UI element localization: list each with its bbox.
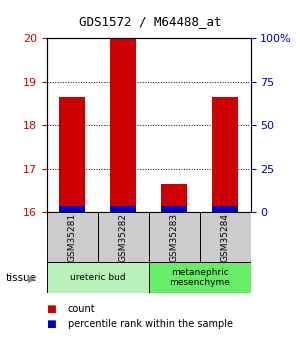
- Text: GSM35282: GSM35282: [118, 213, 127, 262]
- Text: percentile rank within the sample: percentile rank within the sample: [68, 319, 232, 329]
- Text: metanephric
mesenchyme: metanephric mesenchyme: [169, 268, 230, 287]
- Bar: [46, 212, 98, 262]
- Bar: [212, 97, 238, 212]
- Bar: [110, 38, 136, 212]
- Text: GDS1572 / M64488_at: GDS1572 / M64488_at: [79, 16, 221, 29]
- Bar: [110, 206, 136, 212]
- Text: count: count: [68, 304, 95, 314]
- Bar: [200, 212, 250, 262]
- Text: ■: ■: [46, 319, 56, 329]
- Text: ■: ■: [46, 304, 56, 314]
- Bar: [59, 206, 85, 212]
- Bar: [46, 262, 148, 293]
- Bar: [98, 212, 148, 262]
- Text: tissue: tissue: [6, 274, 37, 283]
- Text: ▶: ▶: [28, 274, 35, 283]
- Bar: [161, 206, 187, 212]
- Text: GSM35284: GSM35284: [220, 213, 230, 262]
- Bar: [59, 97, 85, 212]
- Bar: [148, 212, 200, 262]
- Bar: [212, 206, 238, 212]
- Bar: [161, 184, 187, 212]
- Text: GSM35281: GSM35281: [68, 213, 76, 262]
- Text: ureteric bud: ureteric bud: [70, 273, 125, 282]
- Text: GSM35283: GSM35283: [169, 213, 178, 262]
- Bar: [148, 262, 250, 293]
